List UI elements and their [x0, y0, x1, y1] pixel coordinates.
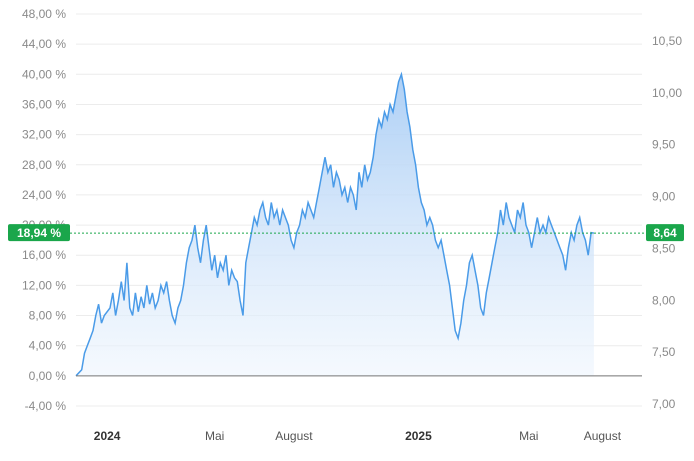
x-tick-label: 2025 [405, 429, 432, 443]
current-left-badge: 18,94 % [8, 224, 70, 242]
current-right-badge: 8,64 [646, 224, 684, 242]
series-line [75, 71, 595, 377]
right-axis: 10,50 10,00 9,50 9,00 8,50 8,00 7,50 7,00 [652, 34, 682, 411]
right-tick-label: 7,00 [652, 397, 676, 411]
right-tick-label: 7,50 [652, 345, 676, 359]
left-tick-label: 4,00 % [29, 339, 67, 353]
right-tick-label: 9,00 [652, 190, 676, 204]
right-tick-label: 10,00 [652, 86, 682, 100]
x-tick-label: Mai [205, 429, 224, 443]
left-tick-label: 12,00 % [22, 278, 66, 292]
x-tick-label: August [584, 429, 622, 443]
right-tick-label: 9,50 [652, 138, 676, 152]
right-tick-label: 10,50 [652, 34, 682, 48]
current-left-label: 18,94 % [17, 226, 61, 240]
left-axis: 48,00 % 44,00 % 40,00 % 36,00 % 32,00 % 28,00… [22, 7, 66, 413]
left-tick-label: 32,00 % [22, 128, 66, 142]
left-tick-label: 48,00 % [22, 7, 66, 21]
left-tick-label: 24,00 % [22, 188, 66, 202]
x-tick-label: August [275, 429, 313, 443]
x-tick-label: Mai [519, 429, 538, 443]
left-tick-label: 8,00 % [29, 309, 67, 323]
left-tick-label: -4,00 % [25, 399, 67, 413]
x-axis: 2024 Mai August 2025 Mai August [94, 429, 622, 443]
left-tick-label: 16,00 % [22, 248, 66, 262]
right-tick-label: 8,00 [652, 293, 676, 307]
left-tick-label: 28,00 % [22, 158, 66, 172]
right-tick-label: 8,50 [652, 241, 676, 255]
left-tick-label: 40,00 % [22, 67, 66, 81]
left-tick-label: 44,00 % [22, 37, 66, 51]
x-tick-label: 2024 [94, 429, 121, 443]
current-right-label: 8,64 [653, 226, 677, 240]
left-tick-label: 36,00 % [22, 97, 66, 111]
left-tick-label: 0,00 % [29, 369, 67, 383]
